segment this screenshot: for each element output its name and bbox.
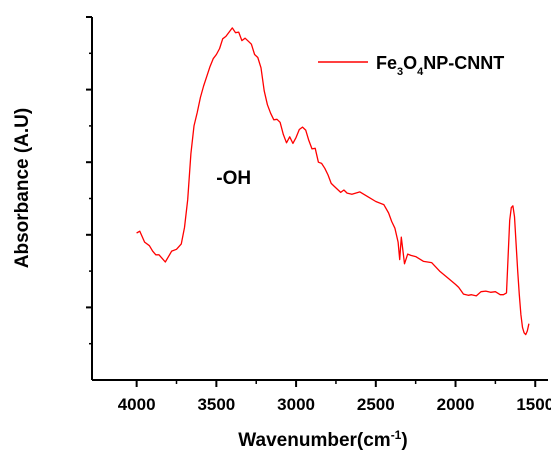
annotation-layer: -OH: [216, 168, 251, 189]
x-tick-label: 3000: [277, 395, 315, 414]
legend-label: Fe3O4NP-CNNT: [376, 53, 504, 78]
x-axis-ticks: 4000 3500 3000 2500 2000 1500: [118, 380, 551, 414]
annotation-text: -OH: [216, 168, 251, 189]
x-tick-label: 4000: [118, 395, 156, 414]
y-axis-ticks: [86, 16, 92, 345]
series-layer: [136, 27, 530, 336]
legend: Fe3O4NP-CNNT: [318, 53, 504, 78]
series-line-0: [136, 27, 530, 336]
x-tick-label: 1500: [516, 395, 551, 414]
y-axis-label: Absorbance (A.U): [12, 108, 33, 268]
x-axis-label: Wavenumber(cm-1): [238, 428, 407, 451]
x-tick-label: 2000: [437, 395, 475, 414]
x-tick-label: 3500: [197, 395, 235, 414]
x-tick-label: 2500: [357, 395, 395, 414]
